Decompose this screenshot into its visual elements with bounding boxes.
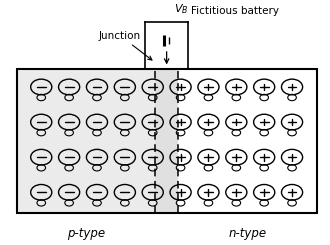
Text: p-type: p-type: [67, 227, 105, 240]
Text: $V_B$: $V_B$: [174, 2, 188, 16]
Bar: [16, 69, 317, 213]
Text: Junction: Junction: [99, 31, 152, 60]
Bar: [16, 69, 155, 213]
Bar: [155, 69, 178, 213]
Text: n-type: n-type: [228, 227, 267, 240]
Text: Fictitious battery: Fictitious battery: [191, 6, 280, 16]
